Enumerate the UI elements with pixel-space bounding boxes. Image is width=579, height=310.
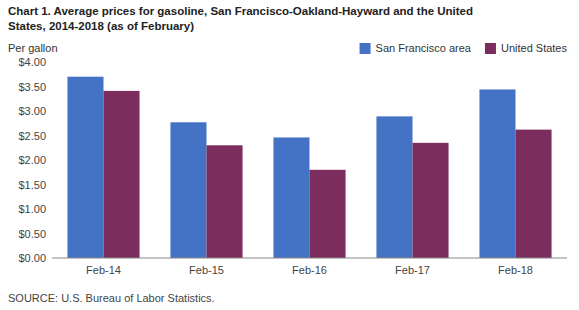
y-axis: $0.00 $0.50 $1.00 $1.50 $2.00 $2.50 $3.00 $3.50… (18, 56, 46, 264)
chart: Chart 1. Average prices for gasoline, Sa… (0, 0, 579, 310)
y-tick-label: $1.50 (18, 179, 46, 191)
x-tick-label: Feb-14 (86, 264, 121, 276)
y-tick-label: $2.50 (18, 130, 46, 142)
legend-swatch (485, 43, 496, 54)
bars (67, 77, 551, 258)
y-tick-label: $0.50 (18, 228, 46, 240)
bar (413, 143, 449, 258)
bar (170, 122, 206, 258)
x-tick-label: Feb-17 (395, 264, 430, 276)
bar (104, 91, 140, 258)
legend-swatch (360, 43, 371, 54)
x-tick-label: Feb-16 (292, 264, 327, 276)
y-tick-label: $3.50 (18, 81, 46, 93)
title: Chart 1. Average prices for gasoline, Sa… (8, 5, 473, 17)
source: SOURCE: U.S. Bureau of Labor Statistics. (8, 292, 215, 304)
y-tick-label: $0.00 (18, 252, 46, 264)
bar (479, 89, 515, 258)
legend: San Francisco area United States (360, 42, 568, 54)
bar (376, 116, 412, 258)
x-tick-label: Feb-18 (498, 264, 533, 276)
title: States, 2014-2018 (as of February) (8, 20, 194, 32)
background (0, 0, 579, 310)
bar (516, 130, 552, 258)
x-tick-label: Feb-15 (189, 264, 224, 276)
x-axis-line (52, 258, 567, 259)
y-tick-label: $2.00 (18, 154, 46, 166)
x-axis: Feb-14 Feb-15 Feb-16 Feb-17 Feb-18 (52, 258, 567, 276)
bar (310, 170, 346, 258)
y-axis-label: Per gallon (8, 42, 58, 54)
y-tick-label: $3.00 (18, 105, 46, 117)
y-tick-label: $1.00 (18, 203, 46, 215)
legend-label: United States (501, 42, 568, 54)
bar (67, 77, 103, 258)
bar (207, 145, 243, 258)
bar (273, 137, 309, 258)
y-tick-label: $4.00 (18, 56, 46, 68)
legend-label: San Francisco area (376, 42, 472, 54)
